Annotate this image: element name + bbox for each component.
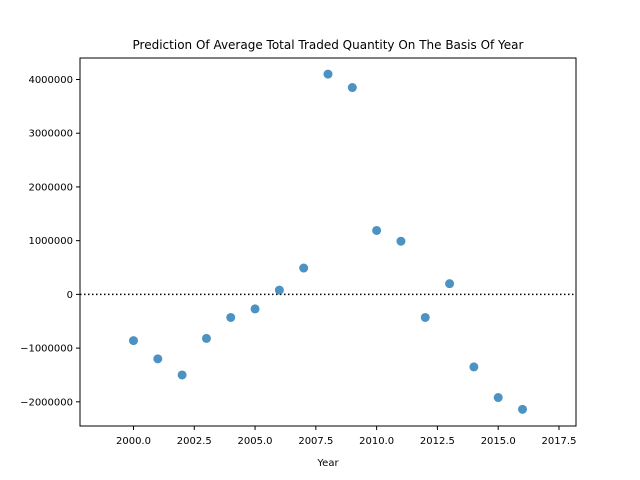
data-point [469,362,479,372]
y-tick-label: 1000000 [28,236,73,247]
x-tick-label: 2002.5 [177,436,212,447]
data-point [250,304,260,314]
x-tick-label: 2005.0 [238,436,273,447]
data-point [299,263,309,273]
x-tick-label: 2012.5 [420,436,455,447]
x-tick-label: 2015.0 [481,436,516,447]
x-tick-label: 2010.0 [359,436,394,447]
data-point [177,370,187,380]
data-point [396,236,406,246]
plot-area [80,69,576,414]
y-tick-label: 0 [67,290,73,301]
data-point [153,354,163,364]
data-point [445,279,455,289]
x-tick-label: 2017.5 [541,436,576,447]
data-point [226,312,236,322]
data-point [518,404,528,414]
x-axis-title: Year [316,458,339,469]
data-point [274,285,284,295]
data-point [420,312,430,322]
x-axis: 2000.0 2002.5 2005.0 2007.5 2010.0 2012.5 2015… [116,426,576,447]
data-point [201,333,211,343]
data-point [323,69,333,79]
x-tick-label: 2007.5 [298,436,333,447]
y-tick-label: 3000000 [28,129,73,140]
data-point [347,83,357,93]
y-tick-label: 4000000 [28,75,73,86]
data-point [128,336,138,346]
y-tick-label: 2000000 [28,182,73,193]
plot-frame [79,57,577,427]
data-point [493,393,503,403]
data-point [372,225,382,235]
chart-title: Prediction Of Average Total Traded Quant… [133,38,524,52]
x-tick-label: 2000.0 [116,436,151,447]
y-tick-label: −1000000 [20,344,73,355]
y-axis: −2000000 −1000000 0 1000000 2000000 3000000 40… [20,75,80,408]
y-tick-label: −2000000 [20,397,73,408]
